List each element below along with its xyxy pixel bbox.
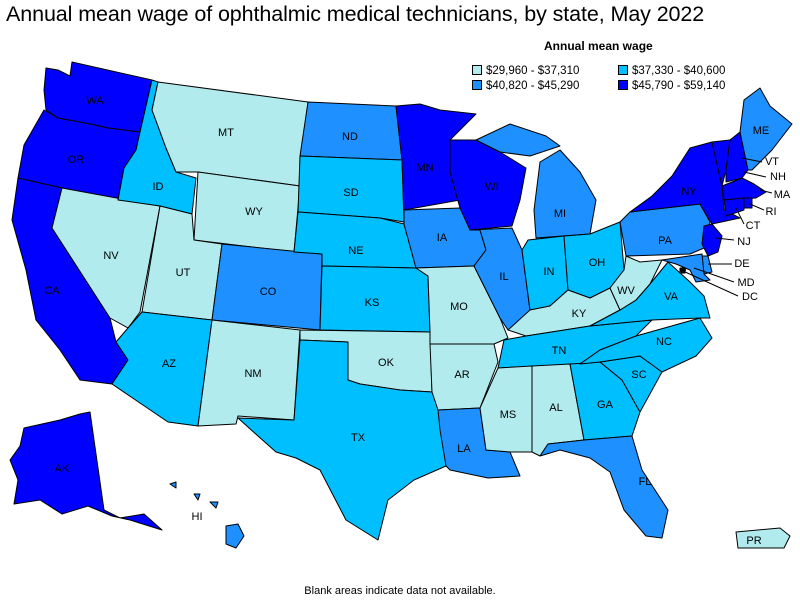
- label-sc: SC: [631, 369, 646, 381]
- label-ca: CA: [44, 285, 60, 297]
- legend-item-b1: $29,960 - $37,310: [472, 65, 579, 77]
- state-nc[interactable]: [579, 317, 713, 373]
- label-ga: GA: [597, 399, 614, 411]
- label-fl: FL: [639, 476, 652, 488]
- label-in: IN: [544, 266, 555, 278]
- legend-label-b3: $40,820 - $45,290: [486, 80, 580, 92]
- label-sd: SD: [343, 187, 358, 199]
- label-ny: NY: [681, 186, 697, 198]
- label-ms: MS: [500, 409, 517, 421]
- state-hi[interactable]: [169, 481, 245, 549]
- label-me: ME: [753, 125, 770, 137]
- legend-label-b2: $37,330 - $40,600: [632, 65, 726, 77]
- label-wv: WV: [617, 285, 635, 297]
- label-ia: IA: [437, 232, 448, 244]
- label-ct: CT: [746, 220, 761, 232]
- legend-label-b4: $45,790 - $59,140: [632, 80, 726, 92]
- label-la: LA: [457, 443, 471, 455]
- label-mi: MI: [554, 208, 566, 220]
- label-ne: NE: [348, 245, 363, 257]
- label-az: AZ: [162, 358, 176, 370]
- state-md[interactable]: [661, 253, 711, 283]
- label-hi: HI: [192, 511, 203, 523]
- leader-md: [693, 267, 735, 283]
- label-ak: AK: [55, 463, 70, 475]
- label-il: IL: [499, 271, 508, 283]
- label-nv: NV: [103, 250, 119, 262]
- label-ky: KY: [572, 308, 587, 320]
- label-wa: WA: [86, 95, 104, 107]
- legend-swatch-b2: [618, 65, 628, 75]
- label-co: CO: [260, 286, 277, 298]
- label-nh: NH: [770, 171, 786, 183]
- state-ak[interactable]: [9, 411, 163, 531]
- label-ar: AR: [454, 369, 469, 381]
- legend-title: Annual mean wage: [544, 39, 653, 53]
- label-or: OR: [68, 154, 85, 166]
- legend-swatch-b3: [472, 80, 482, 90]
- label-ut: UT: [176, 267, 191, 279]
- label-va: VA: [664, 291, 679, 303]
- label-pa: PA: [658, 235, 673, 247]
- legend-item-b3: $40,820 - $45,290: [472, 80, 579, 92]
- state-fl[interactable]: [539, 435, 669, 539]
- state-il[interactable]: [469, 227, 531, 331]
- label-dc: DC: [742, 291, 758, 303]
- state-me[interactable]: [739, 87, 793, 171]
- state-wi[interactable]: [449, 139, 527, 231]
- label-ma: MA: [774, 189, 791, 201]
- label-wi: WI: [485, 181, 498, 193]
- label-al: AL: [549, 402, 562, 414]
- label-ri: RI: [766, 206, 777, 218]
- footnote: Blank areas indicate data not available.: [304, 585, 496, 597]
- label-id: ID: [153, 181, 164, 193]
- label-md: MD: [737, 277, 754, 289]
- label-oh: OH: [589, 257, 606, 269]
- label-de: DE: [734, 258, 749, 270]
- label-wy: WY: [245, 206, 263, 218]
- label-vt: VT: [765, 156, 779, 168]
- state-ct[interactable]: [723, 197, 745, 217]
- legend-swatch-b4: [618, 80, 628, 90]
- label-nj: NJ: [737, 236, 750, 248]
- label-ks: KS: [365, 297, 380, 309]
- legend-label-b1: $29,960 - $37,310: [486, 65, 580, 77]
- label-pr: PR: [746, 535, 761, 547]
- state-ri[interactable]: [743, 197, 753, 209]
- label-tn: TN: [552, 345, 567, 357]
- map-title: Annual mean wage of ophthalmic medical t…: [6, 2, 705, 26]
- label-nm: NM: [244, 368, 261, 380]
- state-sd[interactable]: [297, 155, 405, 223]
- leader-vt: [741, 157, 763, 163]
- legend-item-b2: $37,330 - $40,600: [618, 65, 725, 77]
- label-mn: MN: [416, 162, 433, 174]
- state-nj[interactable]: [701, 223, 723, 257]
- leader-ri: [749, 203, 765, 211]
- state-pr[interactable]: [735, 527, 791, 549]
- legend-item-b4: $45,790 - $59,140: [618, 80, 725, 92]
- label-ok: OK: [378, 357, 395, 369]
- leader-dc: [682, 270, 739, 297]
- leader-nj: [715, 237, 735, 241]
- state-mi[interactable]: [475, 123, 597, 239]
- legend-swatch-b1: [472, 65, 482, 75]
- dc-marker-dot: [680, 267, 686, 273]
- leader-ma: [759, 189, 773, 194]
- leader-nh: [743, 171, 767, 178]
- state-tx[interactable]: [237, 339, 447, 541]
- label-nd: ND: [342, 131, 358, 143]
- label-tx: TX: [351, 432, 366, 444]
- label-nc: NC: [656, 336, 672, 348]
- label-mt: MT: [218, 127, 234, 139]
- leader-ct: [735, 207, 745, 225]
- label-mo: MO: [450, 301, 468, 313]
